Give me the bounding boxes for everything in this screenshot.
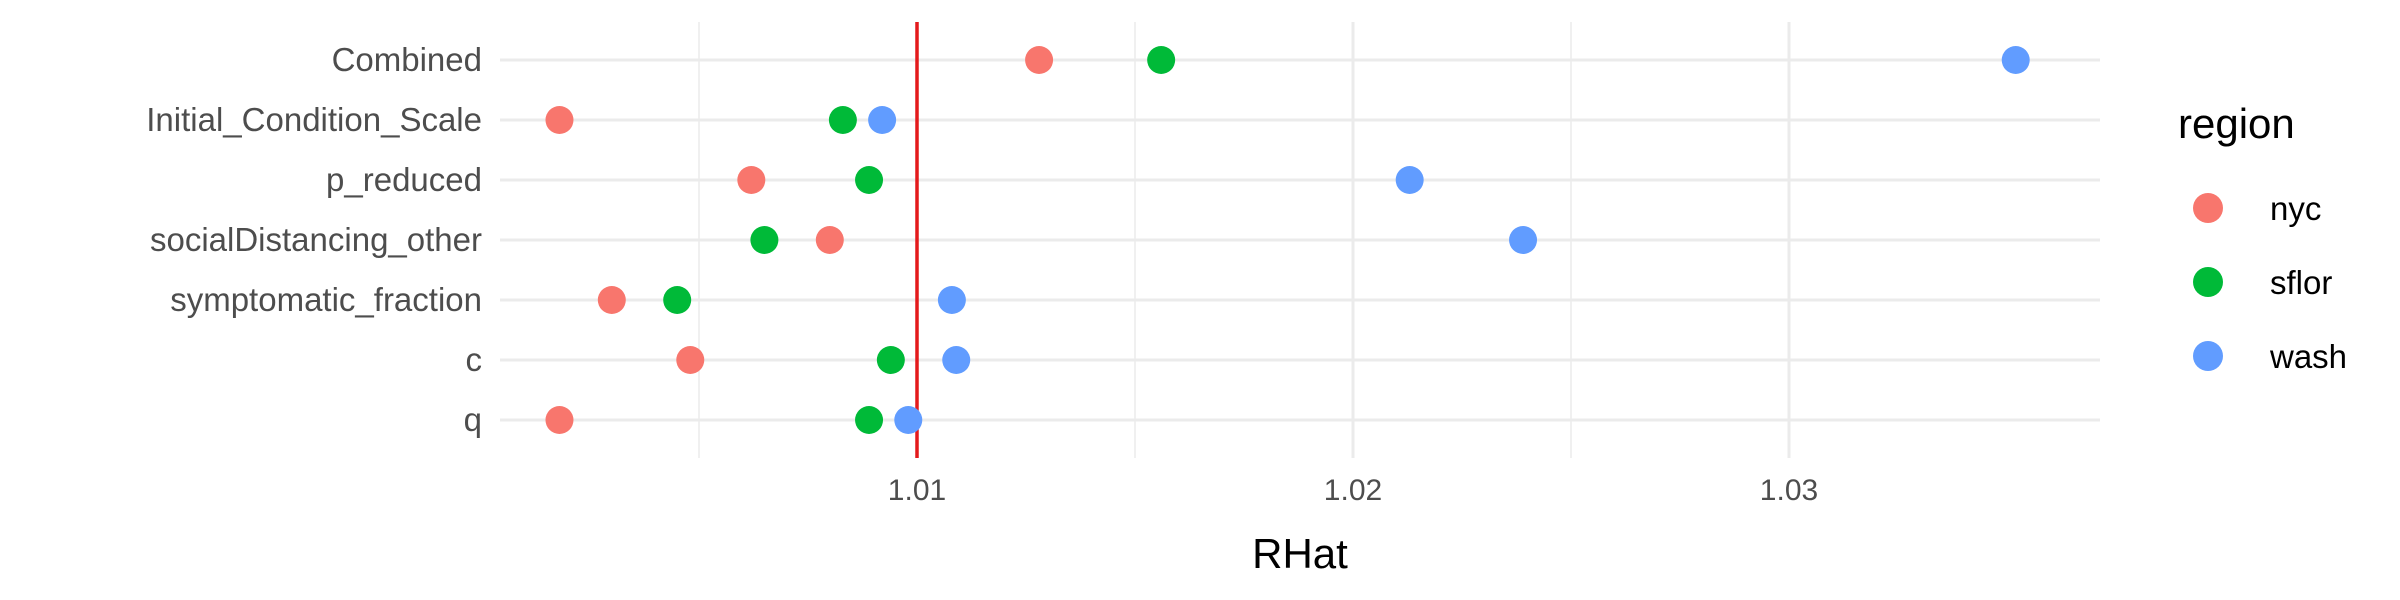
y-tick-label: p_reduced: [326, 161, 482, 198]
point-nyc: [545, 406, 574, 434]
legend-key-wash: [2193, 341, 2223, 371]
legend-title: region: [2178, 100, 2295, 147]
y-tick-label: Combined: [332, 41, 482, 78]
point-sflor: [876, 346, 905, 374]
point-wash: [1395, 166, 1424, 194]
point-wash: [937, 286, 966, 314]
point-sflor: [1147, 46, 1176, 74]
point-wash: [2001, 46, 2030, 74]
legend-items: nyc sflor wash: [2193, 190, 2347, 375]
point-wash: [894, 406, 923, 434]
point-wash: [1509, 226, 1538, 254]
x-axis-title: RHat: [1252, 530, 1348, 577]
point-sflor: [855, 406, 884, 434]
x-tick-label: 1.02: [1324, 474, 1382, 507]
point-nyc: [676, 346, 705, 374]
y-axis-ticks: Combined Initial_Condition_Scale p_reduced…: [146, 41, 482, 438]
point-sflor: [828, 106, 857, 134]
y-tick-label: socialDistancing_other: [150, 221, 482, 258]
y-tick-label: symptomatic_fraction: [170, 281, 482, 318]
points-layer: [545, 46, 2030, 434]
legend-label-sflor: sflor: [2270, 264, 2332, 301]
legend: region nyc sflor wash: [2178, 100, 2347, 375]
legend-label-nyc: nyc: [2270, 190, 2321, 227]
y-tick-label: q: [464, 401, 482, 438]
point-sflor: [750, 226, 779, 254]
point-nyc: [815, 226, 844, 254]
point-nyc: [737, 166, 766, 194]
x-tick-label: 1.01: [888, 474, 946, 507]
point-wash: [942, 346, 971, 374]
legend-key-sflor: [2193, 267, 2223, 297]
point-sflor: [855, 166, 884, 194]
point-nyc: [597, 286, 626, 314]
legend-label-wash: wash: [2269, 338, 2347, 375]
legend-key-nyc: [2193, 193, 2223, 223]
point-nyc: [1025, 46, 1054, 74]
y-tick-label: c: [466, 341, 483, 378]
x-axis-ticks: 1.01 1.02 1.03: [888, 474, 1818, 507]
point-nyc: [545, 106, 574, 134]
y-tick-label: Initial_Condition_Scale: [146, 101, 482, 138]
point-sflor: [663, 286, 692, 314]
point-wash: [868, 106, 897, 134]
grid-layer: [500, 22, 2100, 458]
x-tick-label: 1.03: [1760, 474, 1818, 507]
